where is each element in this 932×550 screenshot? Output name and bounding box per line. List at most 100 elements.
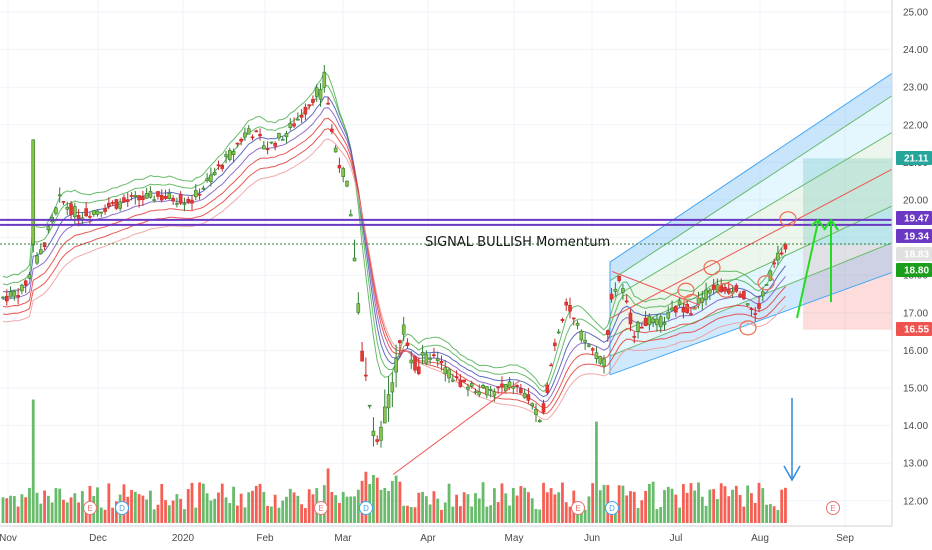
volume-bar bbox=[674, 494, 678, 523]
position-target-zone bbox=[803, 158, 892, 246]
candle-body bbox=[723, 286, 727, 292]
moving-average-line bbox=[2, 138, 786, 421]
candle-body bbox=[734, 285, 739, 292]
channel-line bbox=[609, 86, 906, 282]
volume-bar bbox=[780, 489, 784, 523]
price-tag-badge bbox=[896, 211, 932, 225]
position-stop-zone bbox=[803, 245, 892, 330]
volume-bar bbox=[685, 492, 689, 523]
candle-body bbox=[178, 194, 183, 204]
candle-body bbox=[674, 306, 678, 313]
volume-bar bbox=[387, 491, 390, 523]
price-tag-label: 19.34 bbox=[904, 232, 929, 243]
volume-bar bbox=[530, 498, 534, 523]
candle-body bbox=[307, 104, 311, 107]
volume-bar bbox=[254, 485, 258, 523]
candle-body bbox=[95, 210, 100, 215]
candle-body bbox=[348, 214, 353, 217]
volume-bar bbox=[167, 505, 171, 523]
candle-body bbox=[655, 318, 659, 326]
candle-body bbox=[760, 291, 765, 297]
candlesticks bbox=[1, 65, 788, 448]
candle-body bbox=[658, 316, 663, 328]
volume-bar bbox=[194, 507, 198, 523]
price-tick-label: 13.00 bbox=[903, 459, 928, 470]
candle-body bbox=[314, 87, 319, 97]
candle-body bbox=[258, 133, 262, 137]
candle-body bbox=[364, 374, 368, 377]
candle-body bbox=[662, 322, 667, 325]
volume-bar bbox=[258, 483, 262, 523]
volume-bar bbox=[557, 492, 561, 523]
candle-body bbox=[477, 391, 482, 395]
candle-body bbox=[435, 358, 440, 362]
volume-bar bbox=[561, 482, 564, 523]
trendline-connector bbox=[611, 270, 701, 306]
candle-body bbox=[394, 358, 398, 373]
volume-bar bbox=[443, 502, 447, 523]
candle-body bbox=[167, 192, 172, 199]
volume-bar bbox=[621, 485, 625, 523]
drawings bbox=[392, 211, 839, 482]
volume-bar bbox=[409, 507, 413, 523]
volume-bar bbox=[428, 504, 432, 523]
candle-body bbox=[303, 106, 308, 115]
volume-bar bbox=[719, 483, 723, 523]
volume-bar bbox=[235, 505, 239, 523]
candle-body bbox=[239, 138, 243, 142]
volume-bar bbox=[595, 421, 598, 523]
event-marker-letter: D bbox=[609, 504, 615, 513]
candle-body bbox=[246, 128, 251, 135]
candle-body bbox=[265, 148, 270, 151]
candle-body bbox=[594, 352, 599, 360]
volume-bar bbox=[179, 498, 183, 523]
channel-band-mid-lower bbox=[610, 162, 905, 338]
price-tick-label: 23.00 bbox=[903, 83, 928, 94]
volume-bar bbox=[481, 482, 485, 523]
volume-bar bbox=[141, 495, 145, 523]
volume-bar bbox=[421, 491, 424, 523]
volume-bars bbox=[1, 399, 787, 523]
volume-bar bbox=[201, 483, 205, 523]
volume-bar bbox=[364, 471, 368, 523]
volume-bar bbox=[761, 488, 765, 523]
candle-body bbox=[443, 367, 448, 375]
time-tick-label: Apr bbox=[420, 533, 436, 544]
volume-bar bbox=[164, 500, 167, 523]
candle-body bbox=[318, 89, 323, 100]
candle-body bbox=[73, 206, 77, 217]
time-tick-label: Jul bbox=[670, 533, 683, 544]
candle-body bbox=[545, 384, 550, 393]
candle-body bbox=[379, 426, 383, 441]
time-axis[interactable] bbox=[0, 526, 932, 550]
candle-body bbox=[621, 288, 625, 293]
volume-bar bbox=[727, 496, 731, 523]
price-tick-label: 24.00 bbox=[903, 45, 928, 56]
candle-body bbox=[16, 295, 20, 298]
price-tag-label: 18.83 bbox=[904, 250, 929, 261]
candle-body bbox=[190, 199, 194, 204]
candle-body bbox=[23, 280, 28, 286]
candle-body bbox=[99, 211, 104, 214]
candle-body bbox=[605, 330, 610, 335]
volume-bar bbox=[137, 494, 141, 523]
volume-bar bbox=[209, 500, 213, 523]
candle-body bbox=[341, 168, 346, 177]
volume-bar bbox=[262, 491, 266, 523]
volume-bar bbox=[330, 491, 334, 523]
volume-bar bbox=[689, 483, 693, 523]
volume-bar bbox=[24, 497, 28, 523]
volume-bar bbox=[750, 493, 753, 523]
event-marker-circle bbox=[359, 501, 373, 515]
volume-bar bbox=[5, 498, 9, 523]
volume-bar bbox=[738, 495, 742, 523]
candle-body bbox=[507, 381, 512, 388]
volume-bar bbox=[9, 495, 12, 523]
volume-bar bbox=[742, 506, 746, 523]
candle-body bbox=[390, 382, 395, 393]
event-marker-circle bbox=[605, 501, 619, 515]
candle-body bbox=[273, 143, 277, 147]
volume-arrow-down bbox=[783, 398, 801, 482]
candle-body bbox=[46, 226, 51, 231]
